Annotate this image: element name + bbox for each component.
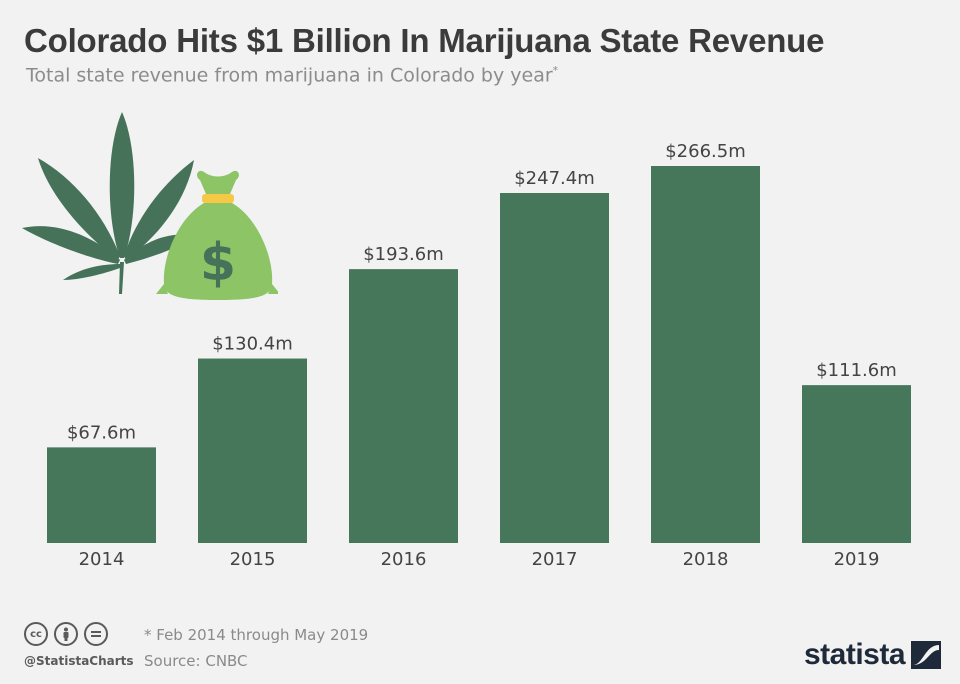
- illustration: $: [22, 112, 278, 300]
- statista-logo[interactable]: statista: [804, 638, 942, 672]
- x-tick-label-2019: 2019: [834, 549, 880, 570]
- footnote: * Feb 2014 through May 2019: [144, 626, 369, 644]
- value-label-2019: $111.6m: [816, 360, 897, 381]
- nd-icon: [84, 622, 108, 646]
- subtitle-text: Total state revenue from marijuana in Co…: [26, 64, 553, 87]
- source-note: Source: CNBC: [144, 652, 248, 670]
- statista-handle[interactable]: @StatistaCharts: [24, 654, 134, 668]
- chart-title: Colorado Hits $1 Billion In Marijuana St…: [24, 22, 825, 59]
- bar-2017: [500, 193, 609, 543]
- statista-logo-icon: [911, 641, 942, 669]
- x-tick-label-2014: 2014: [79, 549, 125, 570]
- bar-2014: [47, 447, 156, 543]
- x-tick-labels-group: 2014 2015 2016 2017 2018 2019: [79, 549, 880, 570]
- bar-2019: [802, 385, 911, 543]
- bar-2016: [349, 269, 458, 543]
- x-tick-label-2015: 2015: [230, 549, 276, 570]
- bar-2018: [651, 166, 760, 543]
- x-tick-label-2017: 2017: [532, 549, 578, 570]
- x-tick-label-2016: 2016: [381, 549, 427, 570]
- value-labels-group: $67.6m $130.4m $193.6m $247.4m $266.5m $111.6…: [67, 141, 897, 443]
- by-icon: [54, 622, 78, 646]
- bar-2015: [198, 358, 307, 543]
- bars-group: [47, 166, 911, 543]
- value-label-2015: $130.4m: [212, 334, 293, 355]
- statista-wordmark: statista: [804, 638, 906, 671]
- subtitle-footnote-mark: *: [552, 64, 559, 77]
- value-label-2014: $67.6m: [67, 422, 136, 443]
- value-label-2016: $193.6m: [363, 244, 444, 265]
- license-icons: cc: [24, 622, 108, 646]
- money-bag-symbol: $: [200, 233, 236, 293]
- chart-subtitle: Total state revenue from marijuana in Co…: [26, 64, 558, 86]
- value-label-2018: $266.5m: [665, 141, 746, 162]
- value-label-2017: $247.4m: [514, 168, 595, 189]
- cc-icon: cc: [24, 622, 48, 646]
- x-tick-label-2018: 2018: [683, 549, 729, 570]
- money-bag-icon: $: [156, 170, 278, 300]
